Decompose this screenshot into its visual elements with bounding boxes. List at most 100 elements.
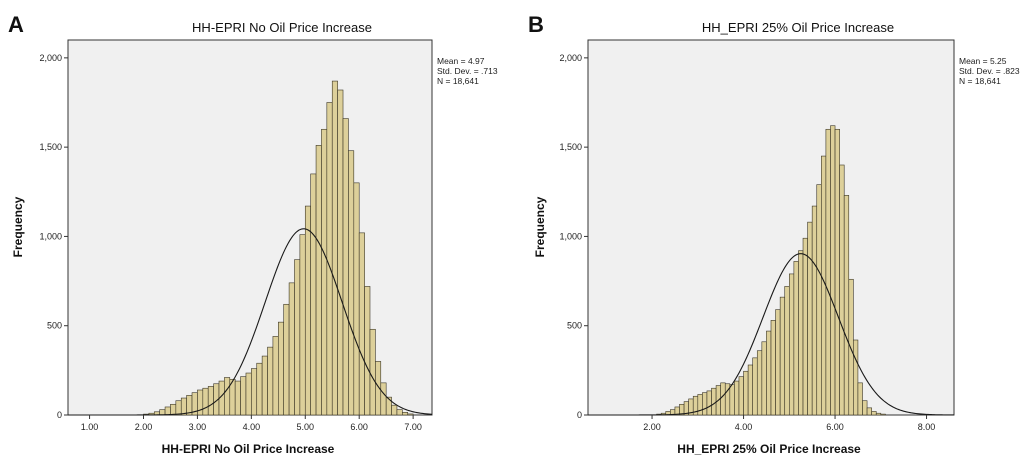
histogram-bar: [202, 387, 209, 416]
histogram-bar: [175, 400, 182, 416]
histogram-bar: [788, 273, 795, 416]
histogram-bar: [729, 384, 735, 416]
histogram-bar: [743, 370, 749, 416]
histogram-bar: [761, 341, 767, 416]
histogram-bar: [256, 362, 263, 416]
histogram-bar: [779, 296, 786, 416]
plot-area: [67, 39, 433, 416]
histogram-bar: [871, 411, 877, 416]
stat-n: N = 18,641: [437, 76, 479, 86]
histogram-bar: [358, 232, 365, 416]
stats-box: Mean = 5.25 Std. Dev. = .823 N = 18,641: [959, 56, 1020, 86]
histogram-bar: [880, 413, 886, 416]
stat-mean: Mean = 5.25: [959, 56, 1007, 66]
histogram-bar: [834, 128, 840, 416]
histogram-bar: [839, 164, 845, 416]
histogram-bar: [197, 389, 204, 416]
histogram-bar: [240, 376, 247, 416]
histogram-bar: [866, 407, 872, 416]
stat-sd: Std. Dev. = .713: [437, 66, 498, 76]
histogram-bar: [261, 355, 268, 416]
x-tick-label: 4.00: [735, 422, 753, 432]
y-tick-label: 0: [577, 410, 582, 420]
panel-letter: B: [528, 12, 544, 37]
histogram-bar: [848, 278, 854, 416]
histogram-bar: [862, 400, 868, 416]
histogram-bar: [720, 382, 726, 416]
panel-letter: A: [8, 12, 24, 37]
histogram-bar: [811, 205, 818, 416]
stats-box: Mean = 4.97 Std. Dev. = .713 N = 18,641: [437, 56, 498, 86]
histogram-bar: [825, 128, 831, 416]
histogram-bar: [738, 376, 744, 416]
x-tick-label: 6.00: [350, 422, 368, 432]
histogram-bars: [143, 80, 414, 416]
x-tick-label: 1.00: [81, 422, 99, 432]
histogram-bar: [697, 394, 703, 416]
y-tick-label: 0: [57, 410, 62, 420]
histogram-bar: [170, 403, 177, 416]
histogram-bar: [770, 320, 776, 416]
chart-title: HH_EPRI 25% Oil Price Increase: [702, 20, 894, 35]
histogram-bar: [251, 368, 258, 416]
stat-n: N = 18,641: [959, 76, 1001, 86]
x-tick-label: 3.00: [189, 422, 207, 432]
histogram-bar: [180, 397, 187, 416]
stat-sd: Std. Dev. = .823: [959, 66, 1020, 76]
axis-ticks: 0 500 1,000 1,500 2,000 2.00 4.00 6.00 8.00: [559, 53, 935, 432]
normal-curve: [68, 228, 433, 416]
histogram-bar: [164, 406, 171, 416]
chart-title: HH-EPRI No Oil Price Increase: [192, 20, 372, 35]
histogram-bar: [348, 150, 355, 416]
y-tick-label: 500: [567, 321, 582, 331]
histogram-bar: [294, 259, 301, 416]
histogram-bar: [304, 205, 311, 416]
histogram-bar: [807, 221, 813, 416]
histogram-bar: [747, 364, 753, 416]
histogram-bar: [288, 282, 295, 416]
histogram-bar: [802, 237, 808, 416]
y-axis-label: Frequency: [533, 196, 547, 257]
y-tick-label: 1,000: [559, 231, 582, 241]
histogram-bar: [337, 89, 344, 416]
histogram-bar: [793, 261, 799, 416]
histogram-bar: [353, 182, 360, 416]
histogram-bar: [875, 412, 882, 416]
histogram-bar: [342, 118, 349, 416]
histogram-bar: [369, 328, 376, 416]
x-tick-label: 5.00: [297, 422, 315, 432]
panel-b: B HH_EPRI 25% Oil Price Increase 0 500 1,0…: [528, 12, 1020, 456]
y-tick-label: 1,000: [39, 231, 62, 241]
histogram-bar: [734, 380, 740, 416]
histogram-bar: [299, 234, 306, 416]
histogram-bar: [702, 392, 708, 416]
histogram-bar: [775, 309, 781, 416]
x-axis-label: HH-EPRI No Oil Price Increase: [162, 442, 335, 456]
histogram-bar: [830, 125, 836, 416]
y-tick-label: 500: [47, 321, 62, 331]
histogram-bar: [267, 346, 274, 416]
histogram-bar: [315, 145, 322, 416]
histogram-bar: [331, 80, 338, 416]
axis-ticks: 0 500 1,000 1,500 2,000 1.00 2.00 3.00 4.00 5.00 6…: [39, 53, 421, 432]
histogram-bar: [798, 250, 804, 416]
histogram-bar: [234, 380, 241, 416]
histogram-bar: [283, 303, 290, 416]
histogram-bar: [816, 184, 822, 416]
normal-curve: [588, 253, 955, 416]
histogram-bar: [364, 286, 371, 416]
histogram-bar: [310, 173, 317, 416]
histogram-bar: [207, 386, 214, 416]
x-tick-label: 4.00: [243, 422, 261, 432]
x-tick-label: 6.00: [826, 422, 844, 432]
histogram-bar: [711, 387, 717, 416]
histogram-bar: [385, 396, 392, 416]
histogram-bar: [396, 409, 403, 416]
panel-a: A HH-EPRI No Oil Price Increase 0 500 1,00…: [8, 12, 498, 456]
histogram-bar: [853, 339, 859, 416]
histogram-bar: [706, 390, 712, 416]
histogram-bar: [756, 350, 763, 416]
x-tick-label: 2.00: [135, 422, 153, 432]
